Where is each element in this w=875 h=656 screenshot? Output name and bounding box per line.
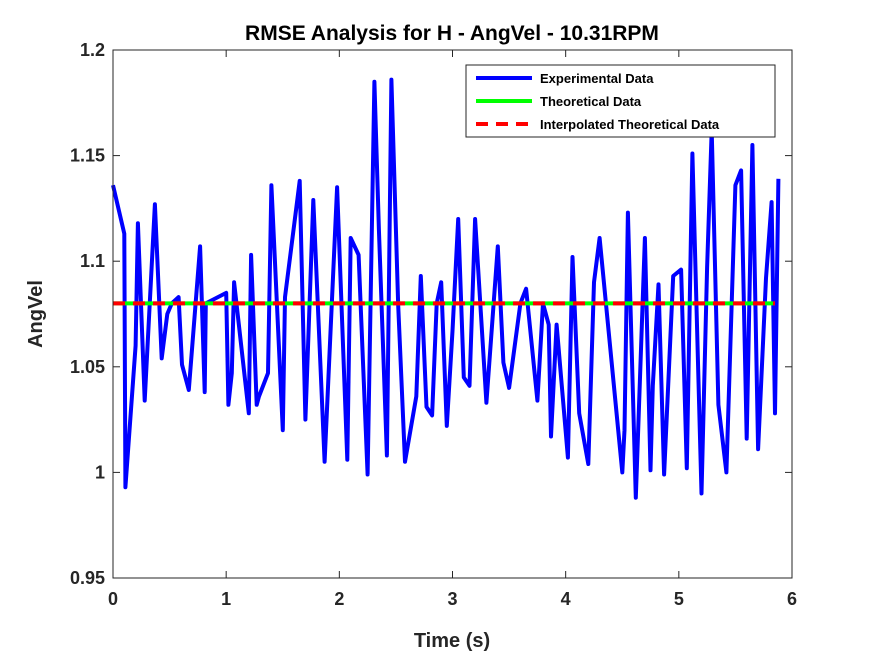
y-tick-label: 1.1	[80, 251, 105, 271]
y-tick-label: 1.2	[80, 40, 105, 60]
y-tick-label: 1.15	[70, 146, 105, 166]
series-layer	[111, 77, 781, 500]
x-tick-label: 5	[674, 589, 684, 609]
x-tick-label: 0	[108, 589, 118, 609]
x-tick-label: 1	[221, 589, 231, 609]
x-tick-label: 3	[447, 589, 457, 609]
x-tick-label: 2	[334, 589, 344, 609]
chart-title: RMSE Analysis for H - AngVel - 10.31RPM	[245, 22, 659, 45]
y-tick-label: 1	[95, 462, 105, 482]
series-line-1	[111, 77, 781, 500]
x-tick-label: 4	[561, 589, 571, 609]
y-tick-label: 1.05	[70, 357, 105, 377]
axis-ticks: 0 1 2 3 4 5 6 0.95 1 1.05 1.1 1.15 1.2	[70, 40, 797, 609]
axes-box	[112, 49, 793, 579]
x-tick-label: 6	[787, 589, 797, 609]
legend-label: Theoretical Data	[540, 94, 642, 109]
legend: Experimental Data Theoretical Data Interpo…	[465, 64, 776, 138]
x-axis-label: Time (s)	[414, 630, 490, 652]
y-axis-label: AngVel	[25, 280, 47, 348]
y-tick-label: 0.95	[70, 568, 105, 588]
legend-label: Interpolated Theoretical Data	[540, 117, 720, 132]
legend-items: Experimental Data Theoretical Data Interpo…	[476, 71, 720, 132]
legend-label: Experimental Data	[540, 71, 654, 86]
